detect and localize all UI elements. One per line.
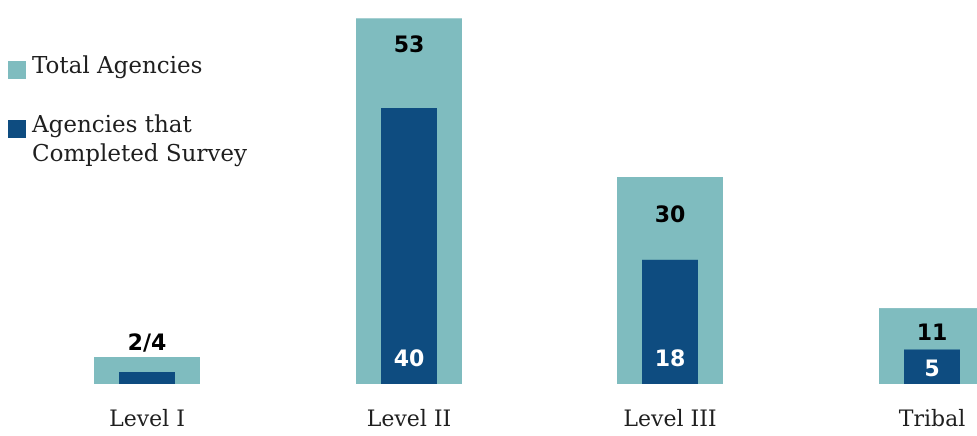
- x-tick-label-level-iii: Level III: [623, 407, 716, 432]
- bar-completed-level-ii: [381, 108, 437, 384]
- x-tick-label-level-i: Level I: [109, 407, 185, 432]
- data-label-completed-level-iii: 18: [655, 347, 686, 372]
- legend-swatch-completed-survey: [8, 119, 26, 138]
- legend-item-total-agencies: Total Agencies: [8, 52, 272, 81]
- legend-swatch-total-agencies: [8, 61, 26, 79]
- x-tick-label-tribal: Tribal: [899, 407, 965, 432]
- chart-legend: Total Agencies Agencies that Completed S…: [8, 52, 272, 168]
- bar-completed-tribal: [904, 349, 960, 384]
- bar-completed-level-i: [119, 372, 175, 384]
- legend-label-completed-survey: Agencies that Completed Survey: [32, 111, 247, 167]
- legend-label-total-agencies: Total Agencies: [32, 53, 203, 79]
- data-label-level-i: 2/4: [128, 331, 167, 356]
- bar-completed-level-iii: [642, 259, 698, 384]
- data-label-total-level-ii: 53: [394, 33, 425, 58]
- legend-item-completed-survey: Agencies that Completed Survey: [8, 111, 272, 169]
- data-label-completed-level-ii: 40: [394, 347, 425, 372]
- x-tick-label-level-ii: Level II: [367, 407, 452, 432]
- data-label-completed-tribal: 5: [924, 357, 939, 382]
- data-label-total-level-iii: 30: [655, 203, 686, 228]
- data-label-total-tribal: 11: [917, 321, 948, 346]
